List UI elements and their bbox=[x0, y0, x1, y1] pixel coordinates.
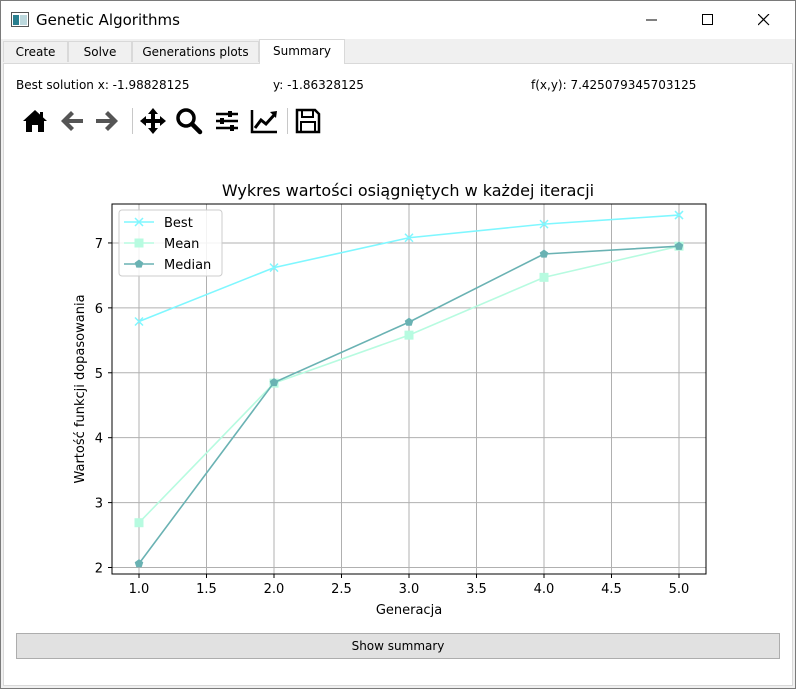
x-tick-label: 2.0 bbox=[264, 582, 285, 597]
data-point-median bbox=[134, 559, 144, 568]
legend-label-median: Median bbox=[164, 258, 211, 273]
tab-solve[interactable]: Solve bbox=[68, 41, 132, 62]
back-arrow-icon bbox=[61, 111, 83, 131]
subplots-icon bbox=[216, 111, 238, 131]
legend-marker-best bbox=[134, 217, 144, 227]
legend-marker-mean bbox=[134, 238, 144, 248]
data-point-mean bbox=[539, 272, 549, 282]
minimize-icon bbox=[646, 19, 657, 21]
window-title: Genetic Algorithms bbox=[36, 11, 180, 29]
best-solution-x: Best solution x: -1.98828125 bbox=[16, 78, 190, 92]
toolbar-save-button[interactable] bbox=[291, 104, 325, 138]
home-icon bbox=[23, 110, 47, 132]
x-tick-label: 1.0 bbox=[129, 582, 150, 597]
toolbar-forward-button[interactable] bbox=[90, 104, 124, 138]
data-point-best bbox=[269, 263, 279, 273]
legend-box bbox=[118, 209, 223, 277]
y-tick-label: 3 bbox=[95, 497, 103, 512]
data-point-mean bbox=[134, 518, 144, 528]
zoom-icon bbox=[176, 108, 203, 135]
toolbar-separator bbox=[132, 108, 133, 134]
data-point-median bbox=[539, 249, 549, 258]
data-point-median bbox=[269, 378, 279, 387]
y-tick-label: 6 bbox=[95, 302, 103, 317]
x-tick-label: 3.5 bbox=[466, 582, 487, 597]
close-icon bbox=[758, 14, 770, 26]
best-fitness-value: f(x,y): 7.425079345703125 bbox=[531, 78, 697, 92]
close-button[interactable] bbox=[741, 1, 787, 39]
toolbar-home-button[interactable] bbox=[18, 104, 52, 138]
toolbar-separator bbox=[287, 108, 288, 134]
tab-bar: Create Solve Generations plots Summary bbox=[1, 39, 795, 64]
data-point-best bbox=[134, 316, 144, 327]
legend-marker-median bbox=[134, 259, 144, 268]
app-icon bbox=[11, 12, 29, 27]
x-tick-label: 3.0 bbox=[399, 582, 420, 597]
data-point-median bbox=[404, 317, 414, 326]
x-tick-label: 5.0 bbox=[669, 582, 690, 597]
maximize-icon bbox=[702, 14, 713, 25]
chart-legend: Best Mean Median bbox=[118, 209, 223, 277]
maximize-button[interactable] bbox=[685, 1, 731, 39]
y-tick-label: 4 bbox=[95, 432, 103, 447]
chart-title: Wykres wartości osiągniętych w każdej it… bbox=[222, 181, 594, 200]
save-icon bbox=[295, 108, 321, 134]
y-tick-label: 7 bbox=[95, 237, 103, 252]
best-solution-y: y: -1.86328125 bbox=[273, 78, 364, 92]
x-axis-label: Generacja bbox=[376, 603, 442, 618]
data-point-best bbox=[404, 233, 414, 243]
data-point-best bbox=[539, 219, 549, 229]
show-summary-button[interactable]: Show summary bbox=[16, 633, 780, 659]
data-point-median bbox=[674, 241, 684, 250]
toolbar-pan-button[interactable] bbox=[136, 104, 170, 138]
pan-icon bbox=[140, 108, 166, 134]
toolbar-zoom-button[interactable] bbox=[172, 104, 206, 138]
tab-generations-plots[interactable]: Generations plots bbox=[132, 41, 259, 62]
legend-label-mean: Mean bbox=[164, 237, 199, 252]
title-bar: Genetic Algorithms bbox=[1, 1, 795, 39]
plot-frame bbox=[111, 203, 707, 575]
chart-series bbox=[134, 210, 684, 568]
x-tick-label: 1.5 bbox=[196, 582, 217, 597]
legend-label-best: Best bbox=[164, 216, 193, 231]
data-point-mean bbox=[404, 330, 414, 340]
y-tick-label: 2 bbox=[95, 562, 103, 577]
fitness-chart: Wykres wartości osiągniętych w każdej it… bbox=[73, 181, 707, 618]
toolbar-subplots-button[interactable] bbox=[210, 104, 244, 138]
x-tick-label: 2.5 bbox=[331, 582, 352, 597]
x-tick-label: 4.5 bbox=[601, 582, 622, 597]
chart-ticks: 1.0 1.5 2.0 2.5 3.0 3.5 4.0 4.5 5.0 2 3 4 5 6 7 bbox=[95, 237, 690, 597]
tab-summary[interactable]: Summary bbox=[259, 39, 345, 64]
data-point-best bbox=[674, 210, 684, 220]
y-axis-label: Wartość funkcji dopasowania bbox=[73, 294, 88, 483]
toolbar-back-button[interactable] bbox=[55, 104, 89, 138]
y-tick-label: 5 bbox=[95, 367, 103, 382]
tab-create[interactable]: Create bbox=[3, 41, 68, 62]
summary-panel: Best solution x: -1.98828125 y: -1.86328… bbox=[3, 63, 793, 686]
x-tick-label: 4.0 bbox=[534, 582, 555, 597]
forward-arrow-icon bbox=[96, 111, 118, 131]
toolbar-edit-axes-button[interactable] bbox=[247, 104, 281, 138]
edit-axes-icon bbox=[250, 110, 277, 134]
minimize-button[interactable] bbox=[629, 1, 675, 39]
